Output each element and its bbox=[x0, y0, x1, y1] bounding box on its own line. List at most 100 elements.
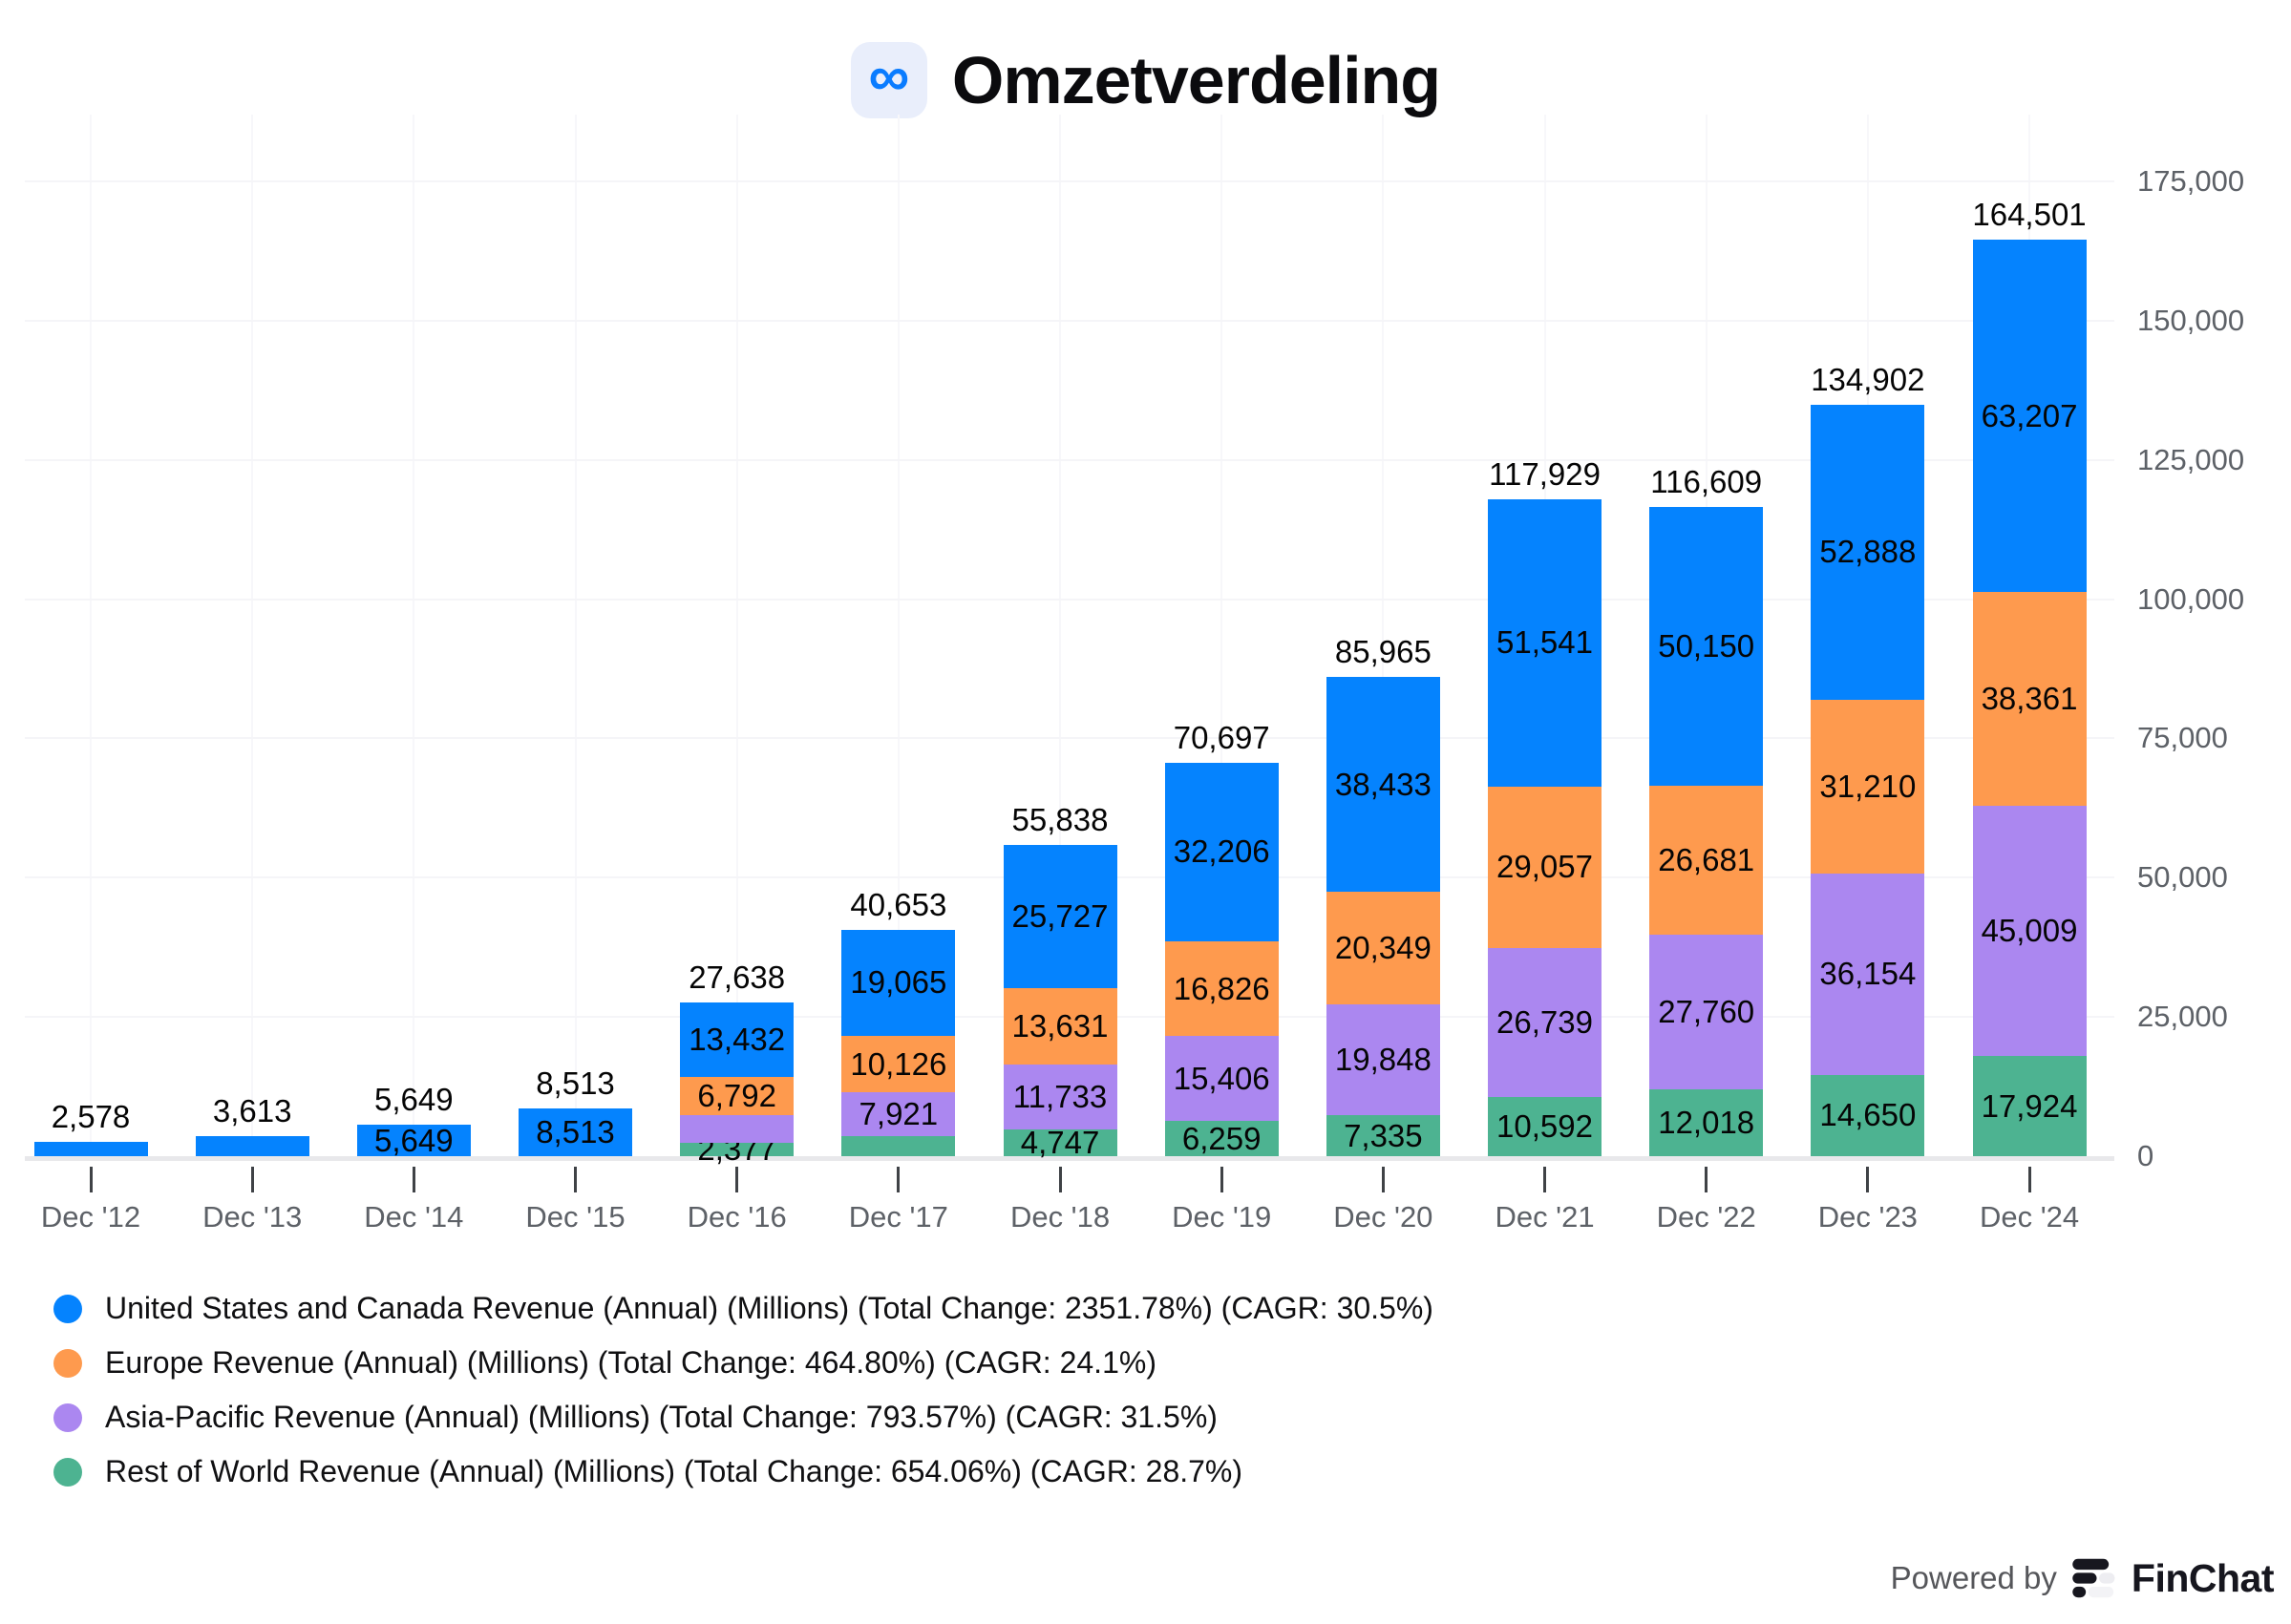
bar-segment-us-canada[interactable] bbox=[1488, 498, 1602, 787]
legend-item-asia-pacific[interactable]: Asia-Pacific Revenue (Annual) (Millions)… bbox=[53, 1390, 1433, 1445]
bar-segment-label: 63,207 bbox=[1981, 397, 2078, 433]
legend-item-europe[interactable]: Europe Revenue (Annual) (Millions) (Tota… bbox=[53, 1336, 1433, 1390]
bar-segment-us-canada[interactable] bbox=[519, 1108, 632, 1156]
bar-segment-label: 50,150 bbox=[1658, 627, 1755, 664]
legend-item-label: Europe Revenue (Annual) (Millions) (Tota… bbox=[105, 1345, 1156, 1380]
bar-segment-asia-pacific[interactable] bbox=[841, 1092, 956, 1137]
bar-total-label: 5,649 bbox=[374, 1082, 454, 1118]
bar-segment-europe[interactable] bbox=[1164, 941, 1279, 1036]
bar-segment-europe[interactable] bbox=[1649, 786, 1764, 935]
bar-segment-rest-of-world[interactable] bbox=[1326, 1115, 1440, 1156]
bar-segment-us-canada[interactable] bbox=[1003, 845, 1117, 989]
bar-segment-label: 8,513 bbox=[536, 1114, 615, 1150]
bar-segment-label: 36,154 bbox=[1819, 956, 1917, 992]
bar-segment-label: 16,826 bbox=[1173, 970, 1270, 1006]
bar-segment-label: 10,592 bbox=[1496, 1108, 1593, 1145]
bar-segment-label: 10,126 bbox=[850, 1045, 947, 1082]
gridline-vertical bbox=[735, 115, 738, 1156]
bar-total-label: 8,513 bbox=[536, 1065, 615, 1102]
legend-item-rest-of-world[interactable]: Rest of World Revenue (Annual) (Millions… bbox=[53, 1445, 1433, 1499]
bar-segment-label: 20,349 bbox=[1334, 930, 1432, 966]
bar-segment-label: 11,733 bbox=[1012, 1079, 1108, 1115]
bar-segment-us-canada[interactable] bbox=[680, 1002, 795, 1078]
bar-segment-rest-of-world[interactable] bbox=[680, 1143, 795, 1156]
bar-total-label: 40,653 bbox=[850, 886, 947, 922]
bar-segment-us-canada[interactable] bbox=[841, 929, 956, 1037]
bar-segment-label: 38,361 bbox=[1981, 680, 2078, 716]
x-axis-tick bbox=[1866, 1167, 1870, 1192]
bar-segment-asia-pacific[interactable] bbox=[1488, 948, 1602, 1098]
bar-segment-rest-of-world[interactable] bbox=[1164, 1121, 1279, 1156]
bar-segment-asia-pacific[interactable] bbox=[1164, 1035, 1279, 1122]
bar-segment-europe[interactable] bbox=[1326, 891, 1440, 1005]
x-axis-category-label: Dec '12 bbox=[40, 1200, 141, 1234]
bar-total-label: 2,578 bbox=[51, 1098, 131, 1134]
bar-segment-rest-of-world[interactable] bbox=[1003, 1129, 1117, 1156]
x-axis-tick bbox=[574, 1167, 577, 1192]
x-axis-tick bbox=[1220, 1167, 1223, 1192]
bar-segment-asia-pacific[interactable] bbox=[1972, 805, 2087, 1057]
bar-segment-europe[interactable] bbox=[1488, 786, 1602, 949]
x-axis-category-label: Dec '22 bbox=[1656, 1200, 1756, 1234]
powered-by-label: Powered by bbox=[1890, 1560, 2057, 1595]
bar-segment-us-canada[interactable] bbox=[1811, 404, 1925, 700]
bar-segment-label: 25,727 bbox=[1011, 898, 1109, 935]
legend-item-label: United States and Canada Revenue (Annual… bbox=[105, 1291, 1433, 1325]
bar-segment-asia-pacific[interactable] bbox=[1649, 934, 1764, 1089]
y-axis-tick-label: 175,000 bbox=[2137, 164, 2245, 198]
bar-segment-europe[interactable] bbox=[680, 1077, 795, 1115]
bar-segment-europe[interactable] bbox=[1811, 699, 1925, 874]
legend-dot-icon bbox=[53, 1457, 82, 1487]
bar-segment-europe[interactable] bbox=[841, 1036, 956, 1093]
x-axis-category-label: Dec '24 bbox=[1979, 1200, 2080, 1234]
bar-segment-us-canada[interactable] bbox=[1649, 506, 1764, 787]
bar-segment-asia-pacific[interactable] bbox=[1811, 873, 1925, 1075]
bar-total-label: 116,609 bbox=[1650, 463, 1763, 499]
gridline-horizontal bbox=[25, 598, 2114, 601]
x-axis-category-label: Dec '14 bbox=[364, 1200, 464, 1234]
bar-segment-rest-of-world[interactable] bbox=[1488, 1097, 1602, 1156]
gridline-horizontal bbox=[25, 319, 2114, 322]
bar-segment-us-canada[interactable] bbox=[1972, 240, 2087, 593]
bar-segment-label: 4,747 bbox=[1020, 1125, 1100, 1161]
bar-segment-rest-of-world[interactable] bbox=[1811, 1074, 1925, 1156]
x-axis-tick bbox=[1543, 1167, 1547, 1192]
finchat-brand[interactable]: FinChat bbox=[2131, 1555, 2275, 1600]
x-axis-category-label: Dec '17 bbox=[848, 1200, 948, 1234]
x-axis-category-label: Dec '23 bbox=[1817, 1200, 1918, 1234]
bar-segment-us-canada[interactable] bbox=[1326, 677, 1440, 892]
gridline-vertical bbox=[251, 115, 254, 1156]
bar-segment-label: 13,631 bbox=[1011, 1008, 1109, 1044]
legend-dot-icon bbox=[53, 1294, 82, 1323]
bar-segment-rest-of-world[interactable] bbox=[1649, 1088, 1764, 1156]
bar-segment-asia-pacific[interactable] bbox=[1003, 1064, 1117, 1130]
x-axis-tick bbox=[1381, 1167, 1385, 1192]
bar-segment-us-canada[interactable] bbox=[1164, 762, 1279, 942]
bar-segment-label: 29,057 bbox=[1496, 849, 1593, 885]
bar-total-label: 55,838 bbox=[1011, 802, 1109, 838]
bar-segment-rest-of-world[interactable] bbox=[841, 1136, 956, 1156]
bar-total-label: 70,697 bbox=[1173, 719, 1270, 755]
bar-segment-asia-pacific[interactable] bbox=[1326, 1004, 1440, 1116]
x-axis-tick bbox=[89, 1167, 93, 1192]
bar-total-label: 134,902 bbox=[1811, 361, 1925, 397]
x-axis-category-label: Dec '19 bbox=[1172, 1200, 1272, 1234]
bar-segment-us-canada[interactable] bbox=[33, 1141, 148, 1156]
bar-total-label: 164,501 bbox=[1972, 197, 2087, 233]
bar-segment-rest-of-world[interactable] bbox=[1972, 1056, 2087, 1156]
bar-segment-europe[interactable] bbox=[1003, 988, 1117, 1065]
x-axis-tick bbox=[2027, 1167, 2031, 1192]
gridline-horizontal bbox=[25, 737, 2114, 740]
finchat-logo-icon[interactable] bbox=[2072, 1555, 2116, 1601]
bar-total-label: 27,638 bbox=[689, 959, 786, 995]
x-axis-tick bbox=[250, 1167, 254, 1192]
bar-segment-asia-pacific[interactable] bbox=[680, 1114, 795, 1144]
bar-segment-europe[interactable] bbox=[1972, 592, 2087, 806]
x-axis-category-label: Dec '18 bbox=[1009, 1200, 1111, 1234]
legend-item-us-canada[interactable]: United States and Canada Revenue (Annual… bbox=[53, 1281, 1433, 1336]
gridline-vertical bbox=[1059, 115, 1062, 1156]
bar-segment-us-canada[interactable] bbox=[195, 1135, 309, 1156]
x-axis-tick bbox=[735, 1167, 739, 1192]
bar-segment-us-canada[interactable] bbox=[356, 1125, 471, 1156]
